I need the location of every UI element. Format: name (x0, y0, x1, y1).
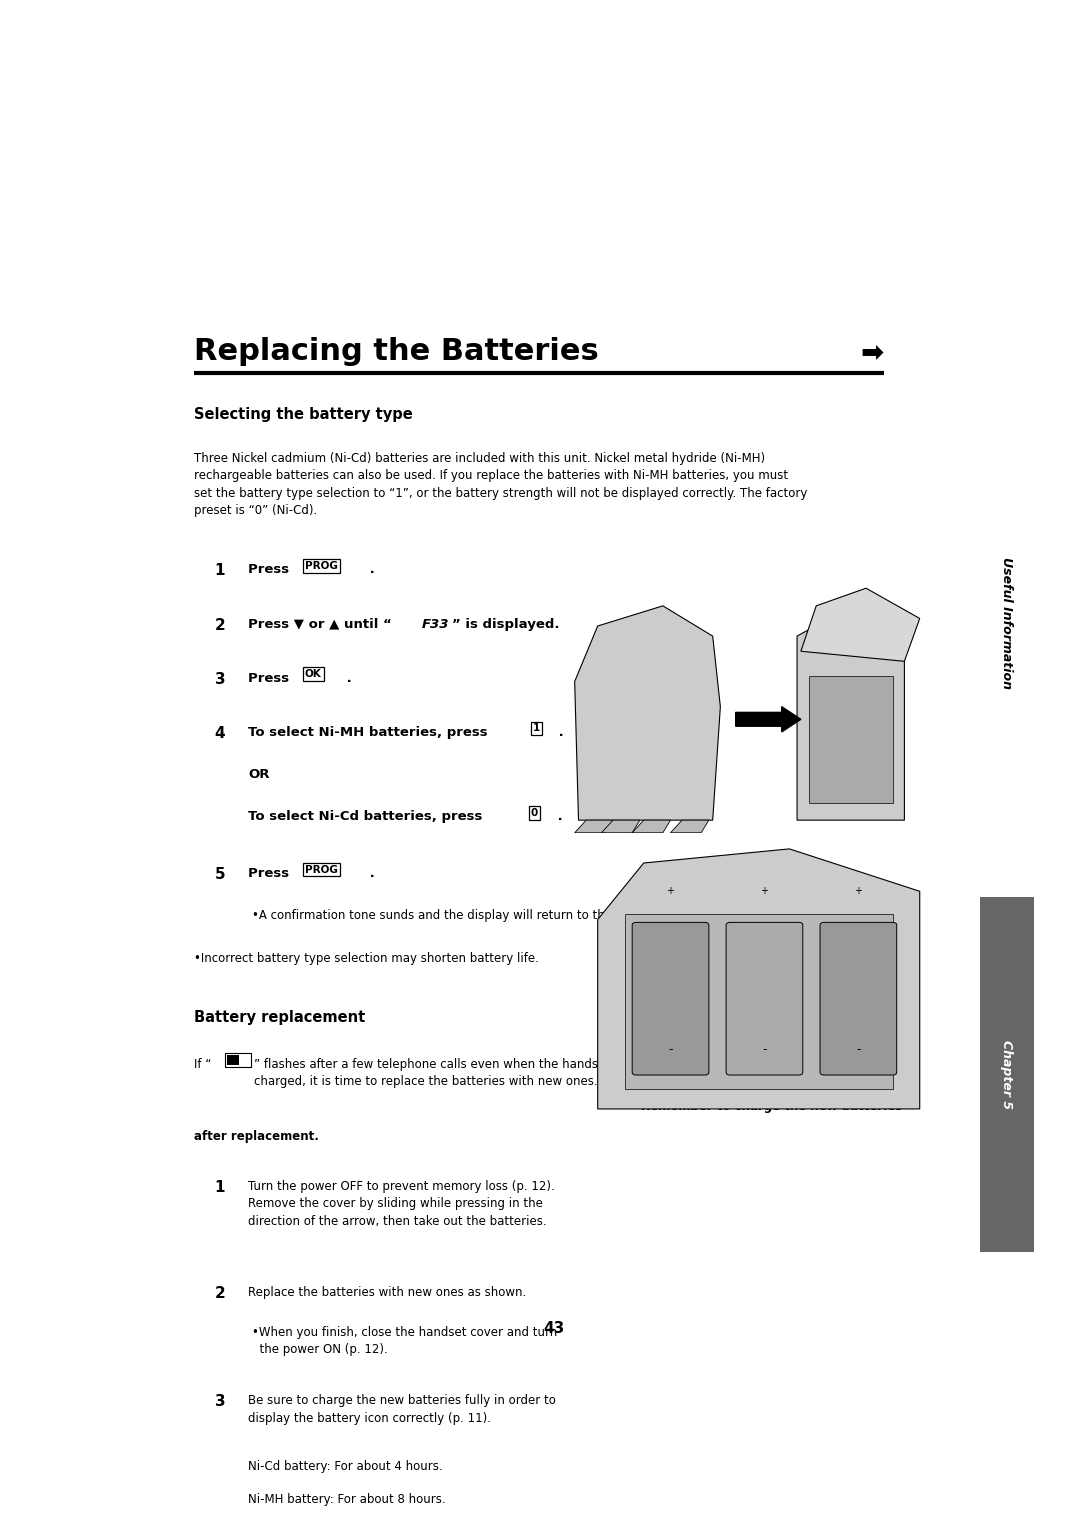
Polygon shape (632, 821, 671, 833)
Text: Three Nickel cadmium (Ni-Cd) batteries are included with this unit. Nickel metal: Three Nickel cadmium (Ni-Cd) batteries a… (193, 452, 807, 516)
Text: -: - (856, 1044, 861, 1056)
FancyBboxPatch shape (227, 1056, 239, 1065)
Text: after replacement.: after replacement. (193, 1131, 319, 1143)
Text: ” is displayed.: ” is displayed. (453, 617, 559, 631)
Text: .: . (365, 866, 375, 880)
Text: Battery replacement: Battery replacement (193, 1010, 365, 1025)
Text: PROG: PROG (305, 865, 338, 874)
Text: •A confirmation tone sunds and the display will return to the stand-by mode.: •A confirmation tone sunds and the displ… (253, 909, 708, 923)
FancyBboxPatch shape (726, 923, 802, 1076)
Text: Ni-Cd battery: For about 4 hours.: Ni-Cd battery: For about 4 hours. (248, 1459, 443, 1473)
Text: 43: 43 (543, 1322, 564, 1337)
Text: Replacing the Batteries: Replacing the Batteries (193, 336, 598, 365)
Text: Press ▼ or ▲ until “: Press ▼ or ▲ until “ (248, 617, 392, 631)
Text: OK: OK (305, 669, 322, 680)
Text: If “: If “ (193, 1057, 211, 1071)
Text: Ni-MH battery: For about 8 hours.: Ni-MH battery: For about 8 hours. (248, 1493, 446, 1507)
Text: ➡: ➡ (861, 338, 885, 365)
Text: F33: F33 (422, 617, 449, 631)
Text: 1: 1 (215, 1180, 225, 1195)
FancyBboxPatch shape (820, 923, 896, 1076)
FancyBboxPatch shape (632, 923, 708, 1076)
Text: 3: 3 (215, 1394, 225, 1409)
Text: 3: 3 (215, 672, 225, 686)
Text: Press: Press (248, 564, 294, 576)
Text: 1: 1 (215, 564, 225, 579)
Text: +: + (666, 886, 675, 897)
Text: To select Ni-MH batteries, press: To select Ni-MH batteries, press (248, 726, 492, 738)
Text: 5: 5 (215, 866, 225, 882)
Polygon shape (575, 605, 720, 821)
Text: 1: 1 (532, 723, 540, 733)
Text: OR: OR (248, 769, 270, 781)
Text: -: - (762, 1044, 767, 1056)
FancyBboxPatch shape (980, 897, 1034, 1251)
FancyBboxPatch shape (624, 914, 893, 1089)
Text: Useful Information: Useful Information (1000, 556, 1013, 689)
Text: •Incorrect battery type selection may shorten battery life.: •Incorrect battery type selection may sh… (193, 952, 539, 964)
Text: Chapter 5: Chapter 5 (1000, 1041, 1013, 1109)
Text: •When you finish, close the handset cover and turn
  the power ON (p. 12).: •When you finish, close the handset cove… (253, 1326, 557, 1357)
FancyBboxPatch shape (809, 677, 893, 802)
Polygon shape (575, 821, 613, 833)
Text: Replace the batteries with new ones as shown.: Replace the batteries with new ones as s… (248, 1285, 526, 1299)
Text: 0: 0 (531, 808, 538, 817)
Text: .: . (553, 810, 563, 824)
FancyBboxPatch shape (226, 1053, 251, 1067)
Polygon shape (801, 588, 920, 662)
Polygon shape (602, 821, 639, 833)
Polygon shape (597, 850, 920, 1109)
Text: ” flashes after a few telephone calls even when the handset batteries have been : ” flashes after a few telephone calls ev… (254, 1057, 762, 1088)
Text: +: + (760, 886, 769, 897)
Text: Turn the power OFF to prevent memory loss (p. 12).
Remove the cover by sliding w: Turn the power OFF to prevent memory los… (248, 1180, 555, 1229)
Text: .: . (341, 672, 351, 685)
Text: .: . (365, 564, 375, 576)
Text: +: + (854, 886, 863, 897)
Text: -: - (669, 1044, 673, 1056)
FancyArrow shape (735, 706, 801, 732)
Text: Press: Press (248, 672, 294, 685)
Text: Remember to charge the new batteries: Remember to charge the new batteries (640, 1100, 902, 1112)
Polygon shape (671, 821, 708, 833)
Text: Press: Press (248, 866, 294, 880)
Text: PROG: PROG (305, 561, 338, 571)
Text: 2: 2 (215, 617, 226, 633)
Text: 2: 2 (215, 1285, 226, 1300)
Text: To select Ni-Cd batteries, press: To select Ni-Cd batteries, press (248, 810, 487, 824)
Text: .: . (554, 726, 564, 738)
Text: 4: 4 (215, 726, 225, 741)
Text: Selecting the battery type: Selecting the battery type (193, 406, 413, 422)
Text: Be sure to charge the new batteries fully in order to
display the battery icon c: Be sure to charge the new batteries full… (248, 1394, 556, 1424)
Polygon shape (797, 611, 904, 821)
